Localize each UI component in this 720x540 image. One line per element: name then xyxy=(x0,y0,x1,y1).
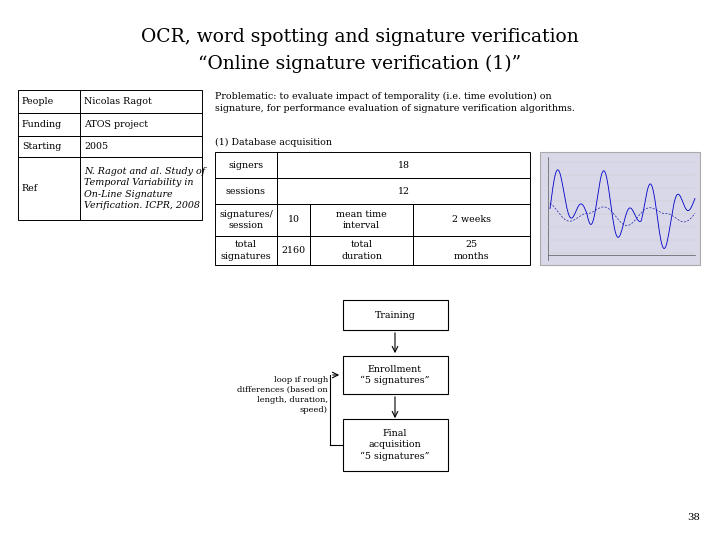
Text: total
duration: total duration xyxy=(341,240,382,261)
Bar xyxy=(215,152,277,178)
Bar xyxy=(18,136,202,157)
Bar xyxy=(18,157,202,220)
Text: 2160: 2160 xyxy=(282,246,305,255)
Bar xyxy=(215,236,277,265)
Text: 2 weeks: 2 weeks xyxy=(452,215,491,225)
Text: 12: 12 xyxy=(397,186,410,195)
Text: Starting: Starting xyxy=(22,142,61,151)
Text: Funding: Funding xyxy=(22,120,62,129)
Bar xyxy=(277,178,530,204)
Text: OCR, word spotting and signature verification: OCR, word spotting and signature verific… xyxy=(141,28,579,46)
Text: N. Ragot and al. Study of
Temporal Variability in
On-Line Signature
Verification: N. Ragot and al. Study of Temporal Varia… xyxy=(84,167,205,210)
Text: mean time
interval: mean time interval xyxy=(336,210,387,230)
Text: Final
acquisition
“5 signatures”: Final acquisition “5 signatures” xyxy=(360,429,430,461)
Text: (1) Database acquisition: (1) Database acquisition xyxy=(215,138,332,147)
Text: total
signatures: total signatures xyxy=(221,240,271,261)
Bar xyxy=(18,90,202,113)
Text: Nicolas Ragot: Nicolas Ragot xyxy=(84,97,152,106)
Text: Ref: Ref xyxy=(22,184,38,193)
Bar xyxy=(413,236,530,265)
Text: Enrollment
“5 signatures”: Enrollment “5 signatures” xyxy=(360,364,430,385)
Text: ATOS project: ATOS project xyxy=(84,120,148,129)
Text: sessions: sessions xyxy=(226,186,266,195)
Bar xyxy=(310,236,413,265)
Text: 18: 18 xyxy=(397,160,410,170)
Bar xyxy=(343,419,448,471)
Text: 25
months: 25 months xyxy=(454,240,490,261)
Text: People: People xyxy=(22,97,54,106)
Text: loop if rough
differences (based on
length, duration,
speed): loop if rough differences (based on leng… xyxy=(238,376,328,414)
Bar xyxy=(310,204,413,236)
Text: 38: 38 xyxy=(687,513,700,522)
Text: signatures/
session: signatures/ session xyxy=(219,210,273,230)
Text: Training: Training xyxy=(374,310,415,320)
Bar xyxy=(343,300,448,330)
Text: 2005: 2005 xyxy=(84,142,108,151)
Text: 10: 10 xyxy=(287,215,300,225)
Bar xyxy=(277,204,310,236)
Bar xyxy=(413,204,530,236)
Bar xyxy=(277,152,530,178)
Bar xyxy=(215,178,277,204)
Text: signers: signers xyxy=(228,160,264,170)
Bar xyxy=(215,204,277,236)
Bar xyxy=(540,152,700,265)
Bar xyxy=(18,113,202,136)
Text: Problematic: to evaluate impact of temporality (i.e. time evolution) on
signatur: Problematic: to evaluate impact of tempo… xyxy=(215,92,575,113)
Text: “Online signature verification (1)”: “Online signature verification (1)” xyxy=(199,55,521,73)
Bar xyxy=(277,236,310,265)
Bar xyxy=(343,356,448,394)
